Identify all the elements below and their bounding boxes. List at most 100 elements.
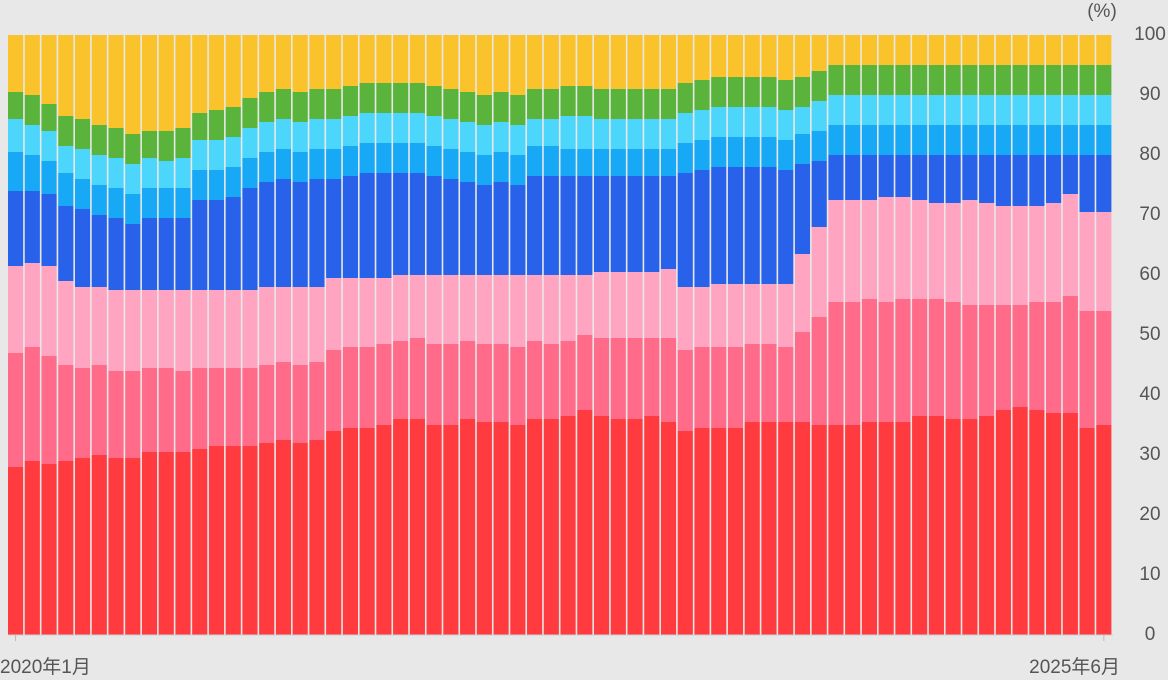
- bar-segment: [41, 131, 57, 161]
- bar-segment: [995, 95, 1011, 125]
- bar-segment: [778, 170, 794, 284]
- bar-segment: [141, 158, 158, 188]
- bar-segment: [577, 149, 593, 176]
- bar-segment: [91, 35, 107, 125]
- bar-segment: [677, 173, 693, 287]
- bar-segment: [660, 119, 677, 149]
- bar-segment: [510, 425, 526, 635]
- bar-segment: [861, 95, 878, 125]
- bar-segment: [794, 254, 811, 332]
- bar-segment: [744, 35, 760, 77]
- bar-segment: [141, 131, 158, 158]
- bar-segment: [1012, 407, 1028, 635]
- bar-segment: [460, 275, 476, 341]
- bar-segment: [141, 35, 158, 131]
- bar-segment: [141, 368, 158, 452]
- bar-segment: [677, 287, 693, 350]
- bar-segment: [694, 347, 710, 428]
- bar-segment: [309, 149, 325, 179]
- bar-segment: [342, 146, 358, 176]
- bar-segment: [259, 92, 275, 122]
- bar-segment: [845, 35, 861, 65]
- bar-segment: [543, 275, 559, 344]
- bar-segment: [593, 35, 610, 89]
- bar-segment: [108, 218, 124, 290]
- bar-segment: [543, 89, 559, 119]
- bar-segment: [761, 344, 777, 422]
- bar-segment: [945, 155, 961, 203]
- bar-segment: [1046, 155, 1062, 203]
- bar-segment: [895, 95, 911, 125]
- bar-segment: [208, 368, 225, 446]
- bar-segment: [660, 149, 677, 176]
- bar-segment: [41, 161, 57, 194]
- bar-segment: [778, 80, 794, 110]
- bar-segment: [694, 80, 710, 110]
- bar-segment: [878, 155, 894, 197]
- bar-segment: [828, 302, 844, 425]
- bar-segment: [811, 131, 827, 161]
- bar-segment: [108, 371, 124, 458]
- bar-segment: [41, 356, 57, 464]
- bar-segment: [259, 287, 275, 365]
- bar-segment: [694, 287, 710, 347]
- bar-segment: [326, 119, 342, 149]
- bar-segment: [979, 65, 995, 95]
- bar-segment: [460, 92, 476, 122]
- bar-segment: [928, 95, 944, 125]
- bar-segment: [761, 107, 777, 137]
- bar-segment: [711, 347, 727, 428]
- bar-segment: [192, 35, 208, 113]
- bar-segment: [342, 428, 358, 635]
- bar-segment: [259, 122, 275, 152]
- bar-segment: [141, 218, 158, 290]
- bar-segment: [393, 275, 409, 341]
- bar-segment: [543, 35, 559, 89]
- bar-segment: [577, 35, 593, 86]
- bar-segment: [242, 188, 258, 290]
- bar-segment: [1062, 35, 1078, 65]
- bar-segment: [878, 35, 894, 65]
- bar-segment: [828, 200, 844, 302]
- bar-segment: [125, 371, 141, 458]
- bar-segment: [58, 206, 74, 281]
- bar-segment: [627, 149, 643, 176]
- bar-segment: [443, 179, 459, 275]
- bar-segment: [208, 200, 225, 290]
- bar-segment: [292, 35, 308, 92]
- bar-segment: [1012, 65, 1028, 95]
- bar-segment: [74, 35, 91, 119]
- bar-segment: [1096, 95, 1112, 125]
- bar-segment: [727, 77, 744, 107]
- bar-segment: [1096, 311, 1112, 425]
- bar-segment: [275, 287, 292, 362]
- bar-segment: [660, 269, 677, 338]
- bar-segment: [694, 110, 710, 140]
- bar-segment: [443, 425, 459, 635]
- bar-segment: [275, 440, 292, 635]
- bar-segment: [443, 344, 459, 425]
- bar-segment: [744, 344, 760, 422]
- bar-segment: [1079, 35, 1095, 65]
- bar-segment: [928, 125, 944, 155]
- bar-segment: [493, 152, 509, 182]
- bar-segment: [895, 65, 911, 95]
- y-tick-label: 80: [1139, 144, 1160, 165]
- bar-segment: [895, 35, 911, 65]
- bar-segment: [895, 125, 911, 155]
- bar-segment: [811, 161, 827, 227]
- bar-segment: [326, 89, 342, 119]
- bar-segment: [309, 89, 325, 119]
- bar-segment: [644, 119, 660, 149]
- bar-segment: [962, 419, 978, 635]
- bar-segment: [476, 422, 492, 635]
- bar-segment: [426, 425, 442, 635]
- bar-segment: [460, 152, 476, 182]
- bar-segment: [158, 452, 174, 635]
- bar-segment: [510, 35, 526, 95]
- bar-segment: [1079, 125, 1095, 155]
- bar-segment: [711, 428, 727, 635]
- bar-segment: [460, 419, 476, 635]
- bar-segment: [761, 422, 777, 635]
- bar-segment: [1096, 155, 1112, 212]
